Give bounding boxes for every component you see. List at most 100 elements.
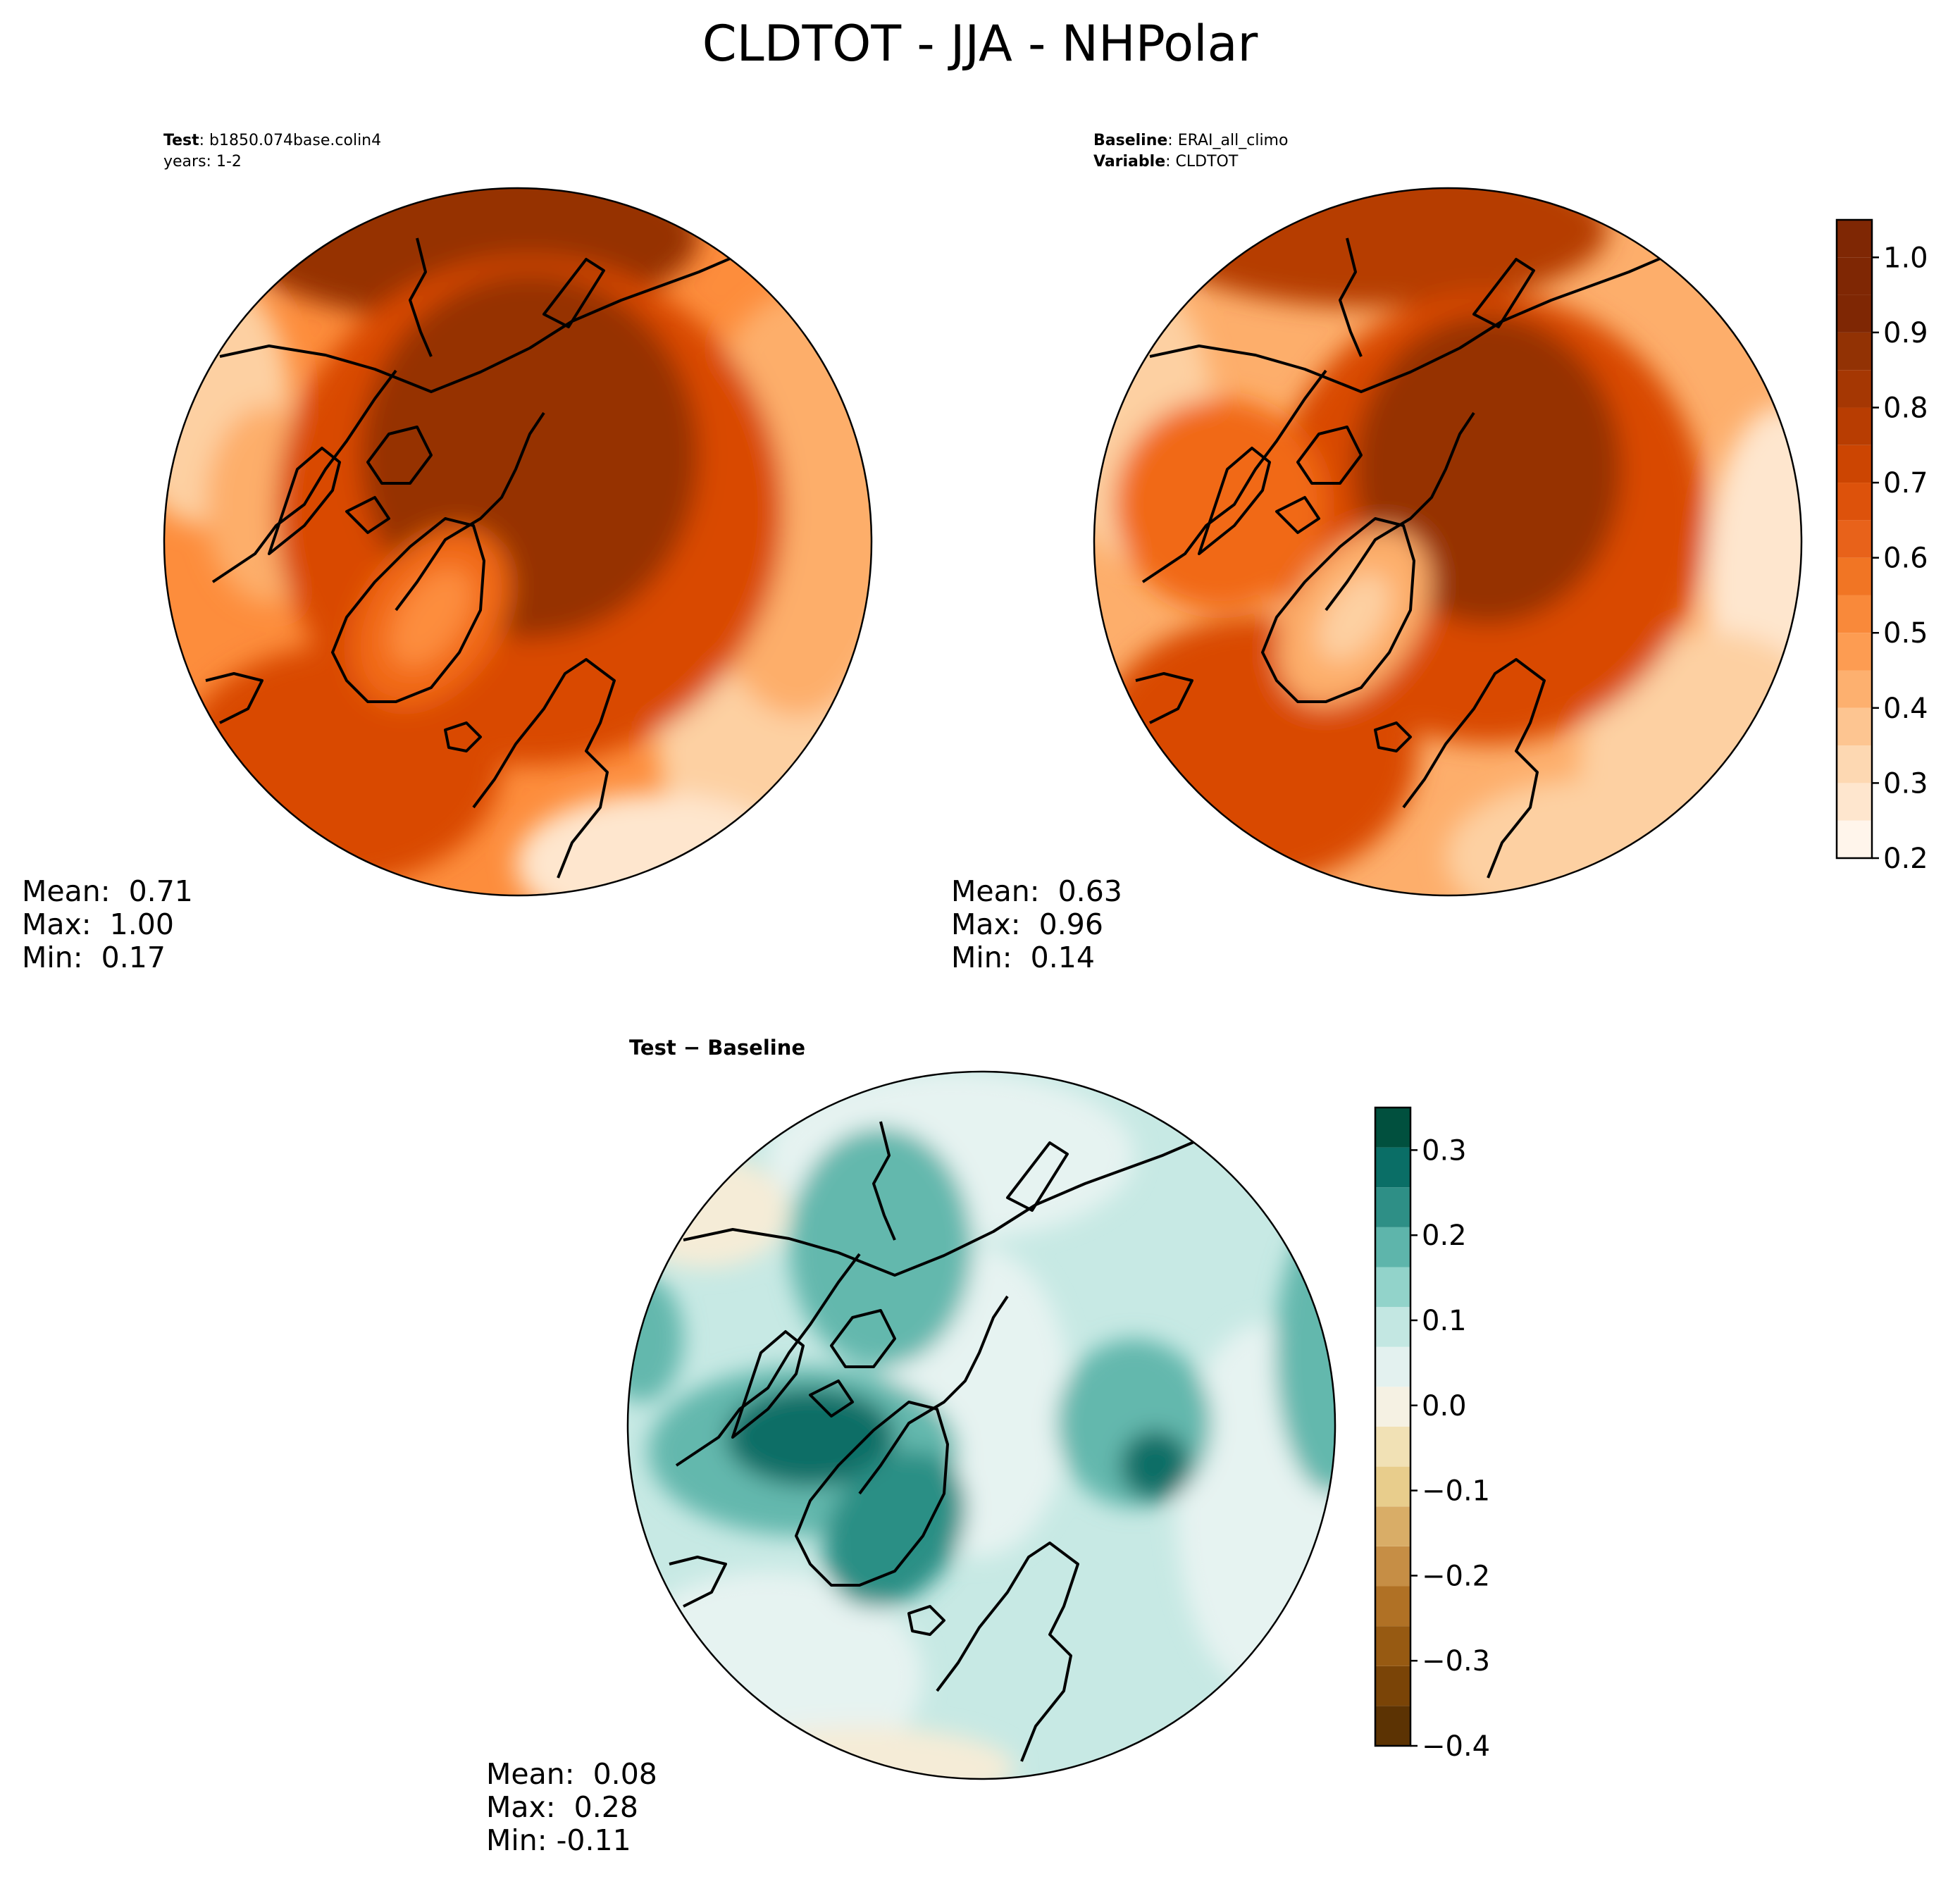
diff-stats: Mean: 0.08 Max: 0.28 Min: -0.11 [486, 1758, 657, 1857]
diff-coast-greenland [795, 1401, 949, 1587]
figure-title: CLDTOT - JJA - NHPolar [702, 15, 1258, 73]
test-stats: Mean: 0.71 Max: 1.00 Min: 0.17 [22, 875, 193, 974]
colorbar-main-band [1837, 483, 1872, 521]
test-coast-iceland [444, 721, 482, 752]
baseline-coast-alaska [1135, 672, 1193, 724]
diff-min: Min: -0.11 [486, 1823, 631, 1857]
diff-coast-north-america [675, 1253, 861, 1467]
baseline-field-south [1446, 779, 1728, 895]
colorbar-main-tick-label: 0.5 [1883, 617, 1928, 650]
colorbar-diff-tick-label: 0.0 [1422, 1390, 1467, 1422]
baseline-coast-baffin [1198, 447, 1271, 555]
colorbar-main-band [1837, 332, 1872, 371]
test-coast-baffin [268, 447, 341, 555]
diff-coast-iceland [907, 1605, 945, 1636]
colorbar-diff-band [1375, 1626, 1410, 1666]
test-map [163, 187, 873, 897]
test-coast-arctic-islands [345, 426, 433, 534]
test-coast-alaska [205, 672, 263, 724]
test-field-lowcloud-south [516, 793, 798, 895]
test-coast-taymyr [409, 237, 433, 357]
test-mean: Mean: 0.71 [22, 874, 193, 908]
colorbar-main-tick-label: 0.6 [1883, 542, 1928, 575]
colorbar-main-band [1837, 820, 1872, 858]
diff-field-neg-south [705, 1726, 1015, 1779]
colorbar-diff-tick-label: 0.2 [1422, 1220, 1467, 1252]
colorbar-main-band [1837, 670, 1872, 708]
test-min: Min: 0.17 [22, 941, 166, 974]
test-coastlines [205, 228, 798, 879]
test-coast-europe [472, 658, 616, 879]
test-map-boundary [163, 187, 873, 897]
colorbar-main-band [1837, 595, 1872, 633]
colorbar-diff-band [1375, 1267, 1410, 1308]
baseline-field-canada [1115, 399, 1326, 610]
colorbar-main-band [1837, 445, 1872, 483]
baseline-coast-novaya-zemlya [1472, 258, 1535, 328]
colorbar-main-tick-label: 0.3 [1883, 767, 1928, 800]
test-header: Test: b1850.074base.colin4 years: 1-2 [163, 130, 381, 173]
colorbar-diff-band [1375, 1466, 1410, 1507]
colorbar-main-frame [1835, 218, 1873, 860]
colorbar-diff-ticks: 0.3 0.2 0.1 0.0 −0.1 −0.2 −0.3 −0.4 [1410, 1134, 1490, 1763]
colorbar-main-band [1837, 557, 1872, 595]
baseline-coast-greenland [1261, 517, 1415, 703]
baseline-mean: Mean: 0.63 [951, 874, 1122, 908]
baseline-coast-north-america [1141, 369, 1327, 583]
colorbar-diff-band [1375, 1346, 1410, 1387]
baseline-field-north [1143, 188, 1608, 307]
colorbar-main-band [1837, 407, 1872, 445]
colorbar-diff-band [1375, 1387, 1410, 1427]
test-coast-siberia [219, 228, 798, 393]
colorbar-main-tick-label: 0.8 [1883, 392, 1928, 424]
diff-coast-novaya-zemlya [1006, 1141, 1069, 1212]
baseline-coast-scandinavia [1325, 411, 1475, 612]
test-years: years: 1-2 [163, 153, 242, 170]
test-coast-north-america [211, 369, 397, 583]
colorbar-diff-tick-label: −0.2 [1422, 1560, 1490, 1592]
diff-coast-arctic-islands [809, 1309, 896, 1418]
test-coast-novaya-zemlya [542, 258, 605, 328]
diff-field-siberia-pos [789, 1127, 972, 1367]
colorbar-main-tick-label: 0.4 [1883, 693, 1928, 725]
baseline-max: Max: 0.96 [951, 907, 1103, 941]
colorbar-diff-frame [1374, 1106, 1412, 1747]
colorbar-main-bands [1837, 220, 1872, 858]
colorbar-main-band [1837, 257, 1872, 295]
diff-max: Max: 0.28 [486, 1790, 638, 1824]
colorbar-diff-band [1375, 1147, 1410, 1188]
colorbar-diff-band [1375, 1666, 1410, 1706]
baseline-coast-arctic-islands [1275, 426, 1363, 534]
diff-field-canada-core [726, 1388, 895, 1487]
colorbar-diff-band [1375, 1586, 1410, 1627]
test-label: Test [163, 132, 199, 149]
colorbar-main-band [1837, 633, 1872, 671]
diff-coast-taymyr [872, 1121, 896, 1241]
colorbar-diff-band [1375, 1546, 1410, 1587]
diff-map-boundary [626, 1070, 1336, 1780]
colorbar-main-band [1837, 370, 1872, 408]
diff-coast-europe [936, 1542, 1079, 1762]
colorbar-main-tick-label: 1.0 [1883, 242, 1928, 274]
baseline-coast-europe [1402, 658, 1546, 879]
colorbar-diff-band [1375, 1506, 1410, 1546]
colorbar-diff-band [1375, 1187, 1410, 1227]
baseline-field-core [1354, 314, 1622, 624]
variable-label: Variable [1093, 153, 1166, 170]
baseline-map-boundary [1093, 187, 1803, 897]
test-max: Max: 1.00 [22, 907, 174, 941]
colorbar-diff-band [1375, 1108, 1410, 1148]
colorbar-diff-tick-label: −0.3 [1422, 1645, 1490, 1678]
colorbar-main-band [1837, 520, 1872, 558]
colorbar-diff-tick-label: −0.4 [1422, 1730, 1490, 1763]
colorbar-diff-band [1375, 1706, 1410, 1746]
colorbar-main-band [1837, 220, 1872, 258]
colorbar-diff: 0.3 0.2 0.1 0.0 −0.1 −0.2 −0.3 −0.4 [1374, 1106, 1490, 1763]
test-case-name: : b1850.074base.colin4 [199, 132, 382, 149]
baseline-min: Min: 0.14 [951, 941, 1095, 974]
colorbar-main-tick-label: 0.9 [1883, 317, 1928, 349]
colorbar-diff-tick-label: 0.1 [1422, 1305, 1467, 1337]
baseline-coastlines [1135, 228, 1728, 879]
colorbar-diff-band [1375, 1427, 1410, 1467]
baseline-map [1093, 187, 1803, 897]
